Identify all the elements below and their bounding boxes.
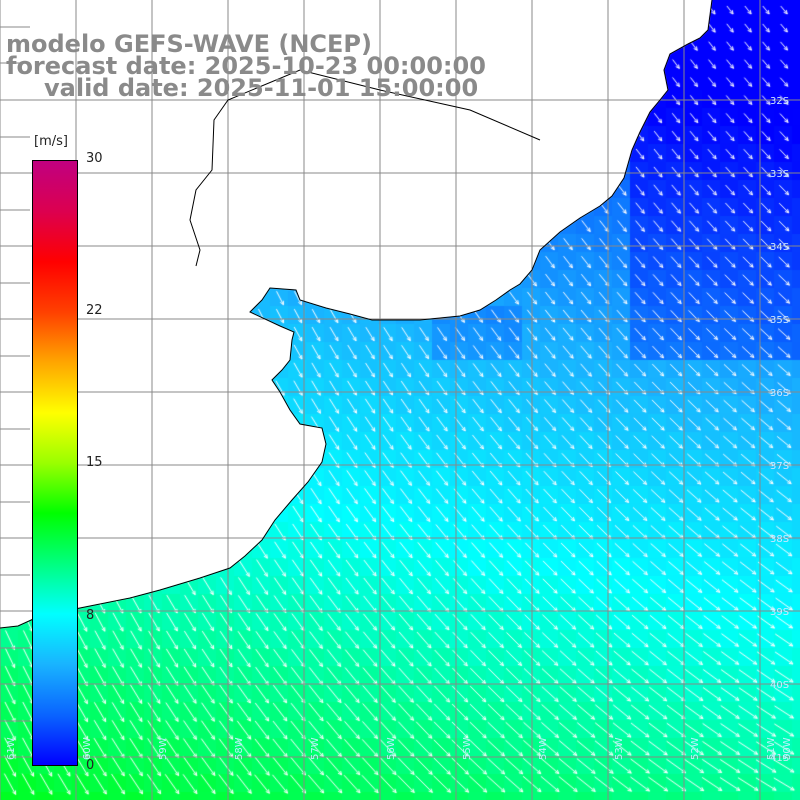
model-title: modelo GEFS-WAVE (NCEP) xyxy=(6,30,372,58)
longitude-label: 56W xyxy=(386,737,397,760)
longitude-label: 51W xyxy=(766,737,777,760)
longitude-label: 59W xyxy=(158,737,169,760)
longitude-label: 57W xyxy=(310,737,321,760)
coastline-path xyxy=(0,0,713,629)
colorbar-tick-30: 30 xyxy=(86,151,103,166)
longitude-label: 61W xyxy=(6,737,17,760)
longitude-label: 50W xyxy=(782,737,793,760)
longitude-label: 55W xyxy=(462,737,473,760)
latitude-label: 32S xyxy=(770,96,789,107)
latitude-label: 40S xyxy=(770,680,789,691)
latitude-label: 36S xyxy=(770,388,789,399)
colorbar-tick-8: 8 xyxy=(86,608,95,623)
colorbar-unit: [m/s] xyxy=(34,134,68,149)
colorbar-tick-22: 22 xyxy=(86,303,103,318)
latitude-label: 39S xyxy=(770,607,789,618)
longitude-label: 53W xyxy=(614,737,625,760)
colorbar-tick-15: 15 xyxy=(86,455,103,470)
latitude-label: 38S xyxy=(770,534,789,545)
longitude-label: 52W xyxy=(690,737,701,760)
forecast-date: forecast date: 2025-10-23 00:00:00 xyxy=(6,52,486,80)
longitude-label: 60W xyxy=(82,737,93,760)
latitude-label: 35S xyxy=(770,315,789,326)
colorbar-tick-0: 0 xyxy=(86,758,95,773)
latitude-label: 33S xyxy=(770,169,789,180)
valid-date: valid date: 2025-11-01 15:00:00 xyxy=(44,74,479,102)
coastline xyxy=(0,0,713,629)
latitude-label: 41S xyxy=(770,753,789,764)
latitude-label: 34S xyxy=(770,242,789,253)
longitude-label: 54W xyxy=(538,737,549,760)
latitude-label: 37S xyxy=(770,461,789,472)
border-line xyxy=(189,69,541,267)
longitude-label: 58W xyxy=(234,737,245,760)
axis-labels: 32S 33S 34S 35S 36S 37S 38S 39S 40S 41S 61W 60W 59W 5… xyxy=(6,96,793,764)
colorbar xyxy=(32,160,78,766)
